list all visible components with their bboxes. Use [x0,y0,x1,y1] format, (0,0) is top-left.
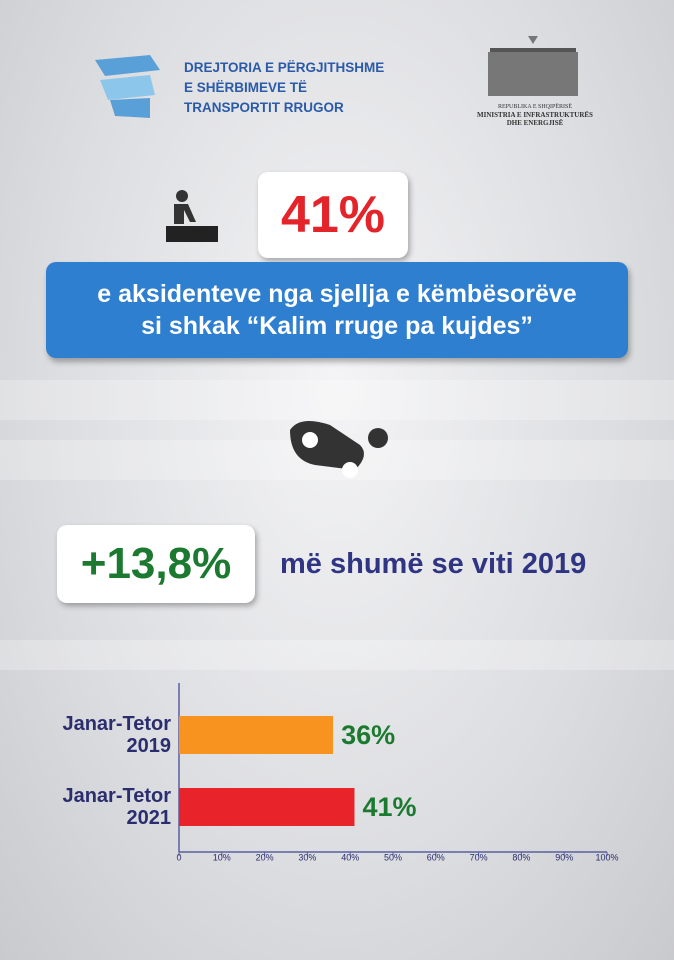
value-label: 36% [341,720,395,750]
bar [179,788,355,826]
x-tick-label: 0 [176,852,181,862]
agency-line: E SHËRBIMEVE TË [184,80,308,95]
bar [179,716,334,754]
change-stat: +13,8% [57,525,255,603]
banner-line: e aksidenteve nga sjellja e këmbësorëve [97,280,577,308]
ministry-line: MINISTRIA E INFRASTRUKTURËS [477,111,593,119]
x-tick-label: 60% [427,852,445,862]
x-tick-label: 80% [512,852,530,862]
value-label: 41% [362,792,416,822]
x-tick-label: 100% [595,852,618,862]
category-label: Janar-Tetor 2021 [62,785,171,829]
agency-name: DREJTORIA E PËRGJITHSHME E SHËRBIMEVE TË… [184,58,384,118]
x-tick-label: 10% [213,852,231,862]
main-stat: 41% [258,172,408,258]
banner-line: si shkak “Kalim rruge pa kujdes” [141,312,533,340]
category-label: Janar-Tetor 2019 [62,713,171,757]
x-tick-label: 90% [555,852,573,862]
x-tick-label: 50% [384,852,402,862]
x-tick-label: 30% [298,852,316,862]
x-tick-label: 70% [470,852,488,862]
stat-banner: e aksidenteve nga sjellja e këmbësorëve … [46,262,628,358]
ministry-line: DHE ENERGJISË [506,119,564,127]
agency-line: DREJTORIA E PËRGJITHSHME [184,60,385,75]
change-text: më shumë se viti 2019 [280,548,587,580]
x-tick-label: 40% [341,852,359,862]
x-tick-label: 20% [256,852,274,862]
agency-line: TRANSPORTIT RRUGOR [184,100,344,115]
ministry-name: REPUBLIKA E SHQIPËRISË MINISTRIA E INFRA… [470,103,600,127]
ministry-line: REPUBLIKA E SHQIPËRISË [497,104,572,110]
